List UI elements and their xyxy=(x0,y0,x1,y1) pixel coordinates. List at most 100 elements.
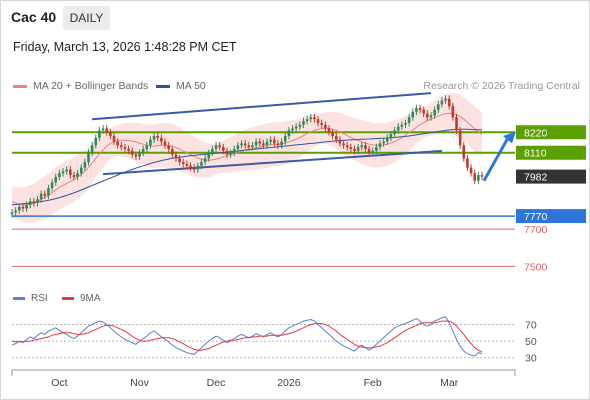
candle-body xyxy=(58,173,61,177)
candle-body xyxy=(444,98,447,101)
candle-body xyxy=(17,206,21,211)
candle-body xyxy=(345,145,349,148)
candle-body xyxy=(305,119,309,122)
candle-body xyxy=(280,141,283,146)
candle-body xyxy=(291,128,294,131)
candle-body xyxy=(47,188,50,196)
candle-body xyxy=(477,175,480,181)
x-tick-Oct: Oct xyxy=(51,377,67,389)
candle-body xyxy=(156,135,160,138)
rsi-tick-50: 50 xyxy=(525,336,537,348)
candle-body xyxy=(181,162,185,164)
candle-body xyxy=(262,143,265,146)
candle-body xyxy=(130,150,134,155)
candle-body xyxy=(360,145,364,148)
candle-body xyxy=(251,145,254,148)
level-tag-text-8220: 8220 xyxy=(524,127,548,139)
candle-body xyxy=(324,124,327,129)
candle-body xyxy=(225,150,229,155)
candle-body xyxy=(163,141,167,146)
candle-body xyxy=(68,169,72,176)
projection-arrow-line xyxy=(482,137,510,182)
level-tag-7770 xyxy=(516,209,586,224)
candle-body xyxy=(10,212,14,215)
candle-body xyxy=(458,130,462,146)
level-tag-text-7700: 7700 xyxy=(524,224,548,236)
candle-body xyxy=(149,139,152,146)
candle-body xyxy=(61,171,65,174)
ma20-swatch xyxy=(13,84,27,88)
ma50-line xyxy=(11,128,483,206)
x-tick-Dec: Dec xyxy=(207,377,226,389)
candle-body xyxy=(283,135,287,142)
candle-body xyxy=(192,167,196,170)
candle-body xyxy=(407,117,411,123)
rsi-ma-swatch xyxy=(62,297,74,300)
candle-body xyxy=(356,147,360,151)
candle-body xyxy=(276,143,280,146)
timeframe-button[interactable]: DAILY xyxy=(63,6,110,30)
candle-body xyxy=(367,149,371,153)
rsi-tick-70: 70 xyxy=(525,319,537,331)
candle-body xyxy=(222,147,225,151)
candle-body xyxy=(302,121,305,125)
candle-body xyxy=(214,145,218,150)
candle-body xyxy=(254,141,258,146)
candle-body xyxy=(389,134,393,138)
candle-body xyxy=(160,137,163,142)
candle-body xyxy=(422,109,426,114)
candle-body xyxy=(171,149,174,155)
candle-body xyxy=(21,206,25,209)
candle-body xyxy=(287,130,291,136)
rsi-swatch xyxy=(13,297,25,300)
candle-body xyxy=(109,132,112,136)
candle-body xyxy=(138,152,141,157)
candle-body xyxy=(433,109,436,116)
candle-body xyxy=(32,201,36,204)
candle-body xyxy=(116,141,119,146)
candle-body xyxy=(436,104,440,110)
candle-body xyxy=(447,98,451,107)
candle-body xyxy=(265,141,269,146)
candle-body xyxy=(393,130,396,135)
legend-rsi-ma-label: 9MA xyxy=(80,293,101,304)
candle-body xyxy=(174,154,178,159)
candle-body xyxy=(178,158,181,163)
candle-body xyxy=(320,122,323,125)
candle-body xyxy=(105,128,109,133)
candle-body xyxy=(331,132,334,136)
channel-lower-line xyxy=(103,149,442,176)
candle-body xyxy=(141,149,145,153)
candle-body xyxy=(200,162,203,166)
candle-body xyxy=(342,143,345,146)
candle-body xyxy=(309,117,313,120)
research-credit: Research © 2026 Trading Central xyxy=(423,80,580,92)
candle-body xyxy=(196,165,200,170)
candle-body xyxy=(451,106,455,118)
candle-body xyxy=(120,145,123,148)
legend-ma50: MA 50 xyxy=(156,80,206,92)
candle-body xyxy=(43,193,47,196)
candle-body xyxy=(371,150,374,153)
candle-body xyxy=(334,135,338,140)
candle-body xyxy=(418,108,422,110)
level-tag-text-7770: 7770 xyxy=(524,211,548,223)
legend-rsi-label: RSI xyxy=(31,293,48,304)
chart-datetime: Friday, March 13, 2026 1:48:28 PM CET xyxy=(13,40,237,54)
candle-body xyxy=(382,141,385,144)
legend-rsi: RSI xyxy=(13,293,48,304)
candle-body xyxy=(189,165,192,168)
candle-body xyxy=(232,149,236,153)
candle-body xyxy=(145,145,149,150)
candle-body xyxy=(28,201,32,205)
candle-body xyxy=(243,143,247,146)
candle-body xyxy=(455,117,458,131)
candle-body xyxy=(90,145,94,153)
candle-body xyxy=(152,135,156,140)
level-tag-text-7982: 7982 xyxy=(524,172,548,184)
x-tick-Mar: Mar xyxy=(440,377,459,389)
bollinger-band xyxy=(12,92,482,224)
rsi-ma-line xyxy=(11,320,483,353)
candle-body xyxy=(396,126,400,131)
